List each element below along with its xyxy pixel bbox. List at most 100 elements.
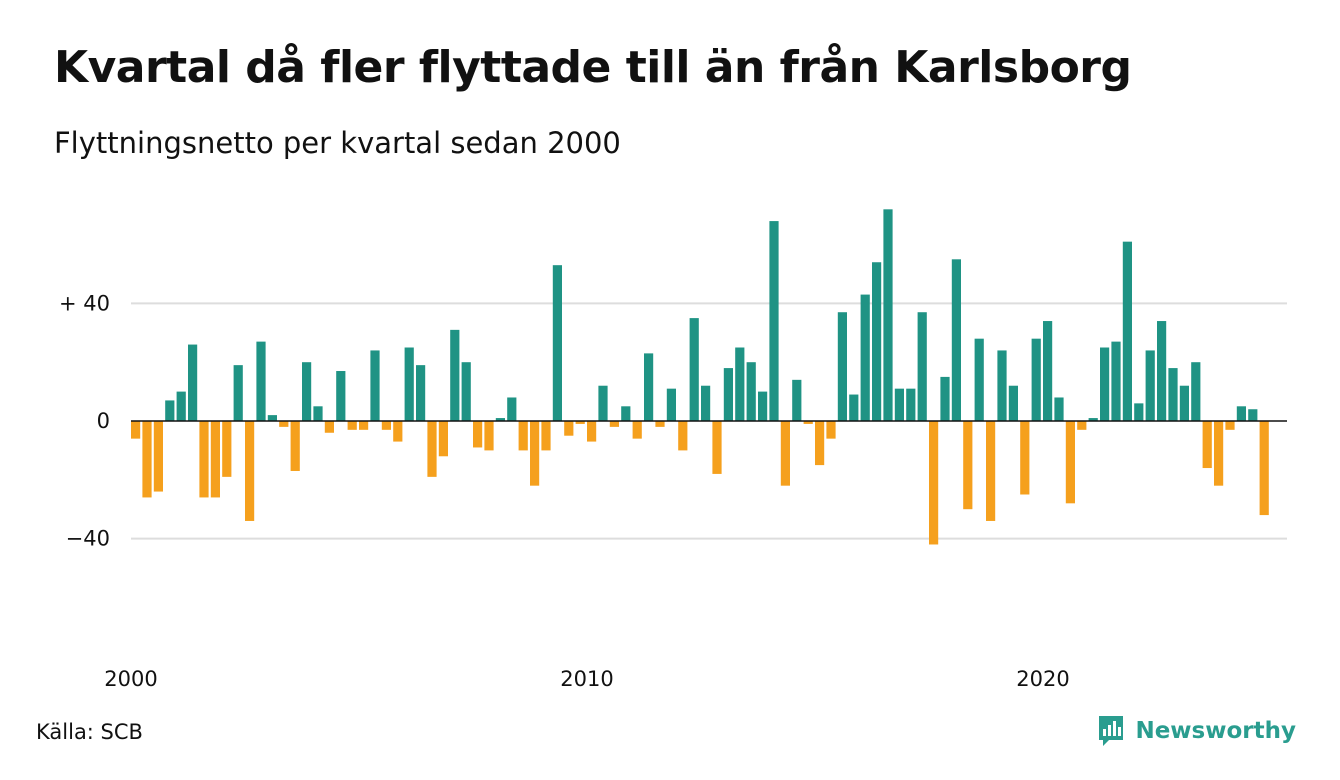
bar [1134,403,1144,421]
bar [826,421,836,439]
bar [324,421,334,433]
bar [575,421,585,424]
bar [1031,338,1041,421]
bar [233,365,243,421]
bar [963,421,973,510]
bar [347,421,357,430]
bar [1248,409,1258,421]
source-label: Källa: SCB [36,720,143,744]
bar [199,421,209,498]
bar [541,421,551,451]
bar [1191,362,1201,421]
brand-name: Newsworthy [1135,718,1296,744]
bar [803,421,813,424]
bar [883,209,893,421]
bar [279,421,289,427]
bar [165,400,175,421]
bar [746,362,756,421]
x-tick-label: 2020 [1016,667,1069,691]
x-tick-label: 2010 [560,667,613,691]
newsworthy-logo-icon [1099,716,1124,746]
bar [438,421,448,457]
bar [210,421,220,498]
bar [712,421,722,474]
bar [701,385,711,421]
bar [769,221,779,421]
bar [530,421,540,486]
bar [1020,421,1030,495]
bar [222,421,232,477]
bar [792,379,802,421]
bar [1100,347,1110,421]
bar [837,312,847,421]
bar [336,371,346,421]
bar [359,421,369,430]
bar [632,421,642,439]
bar [507,397,517,421]
bar [758,391,768,421]
bar [427,421,437,477]
bar [495,418,505,421]
bar [1179,385,1189,421]
y-tick-label: 0 [97,409,110,433]
bar [1122,241,1132,421]
bar [381,421,391,430]
bar [860,294,870,421]
bar [564,421,574,436]
bar [894,388,904,421]
bar [176,391,186,421]
bar [974,338,984,421]
bar [302,362,312,421]
bar [906,388,916,421]
bar-layer [131,209,1269,545]
bar [1225,421,1235,430]
bar [370,350,380,421]
bar [986,421,996,521]
bar [780,421,790,486]
bar [416,365,426,421]
bar [267,415,277,421]
bar [735,347,745,421]
bar [1259,421,1269,516]
brand: Newsworthy [1097,714,1296,748]
bar [518,421,528,451]
bar [1077,421,1087,430]
bar [872,262,882,421]
bar [723,368,733,421]
x-tick-label: 2000 [104,667,157,691]
bar [473,421,483,448]
bar [940,376,950,421]
bar [1065,421,1075,504]
bar [598,385,608,421]
bar [153,421,163,492]
bar [587,421,597,442]
bar-chart: + 40 0 −40 2000 2010 2020 [59,209,1287,691]
bar [609,421,619,427]
bar [1214,421,1224,486]
bar [313,406,323,421]
grid-layer [131,302,1287,540]
bar [655,421,665,427]
bar [917,312,927,421]
bar [689,318,699,421]
bar [1111,341,1121,421]
bar [997,350,1007,421]
bar [142,421,152,498]
bar [929,421,939,545]
bar [256,341,266,421]
bar [404,347,414,421]
bar [644,353,654,421]
bar [290,421,300,471]
bar [461,362,471,421]
bar [1202,421,1212,469]
bar [450,329,460,421]
bar [951,259,961,421]
bar [621,406,631,421]
chart-subtitle: Flyttningsnetto per kvartal sedan 2000 [54,126,621,160]
bar [1054,397,1064,421]
bar [1168,368,1178,421]
bar [1043,321,1053,421]
bar [1145,350,1155,421]
bar [393,421,403,442]
bar [245,421,255,521]
